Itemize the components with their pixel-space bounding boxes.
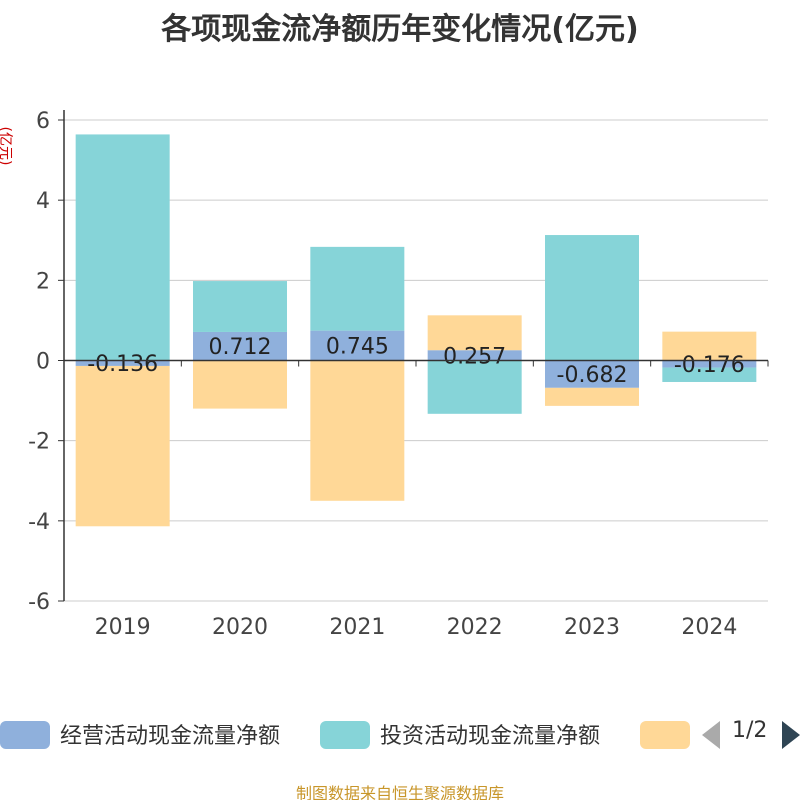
- source-note: 制图数据来自恒生聚源数据库: [295, 784, 504, 800]
- x-tick-label-2019: 2019: [95, 615, 151, 640]
- bar-series2-2021: [310, 360, 405, 501]
- x-tick-label-2021: 2021: [329, 615, 385, 640]
- y-tick-label: -4: [28, 510, 50, 535]
- x-tick-label-2024: 2024: [681, 615, 737, 640]
- data-label-2024: -0.176: [674, 353, 745, 378]
- data-label-2023: -0.682: [557, 363, 628, 388]
- chart-svg: 6 4 2 0 -2 -4 -6 -0.136 0.712 0.745 0.257 -0.682 -0.…: [28, 109, 769, 640]
- legend: 经营活动现金流量净额 投资活动现金流量净额 1/2: [0, 716, 800, 752]
- data-label-2021: 0.745: [326, 335, 389, 360]
- legend-swatch-investing[interactable]: [320, 721, 370, 749]
- legend-swatch-financing[interactable]: [640, 721, 690, 749]
- bar-series0-2021: [310, 330, 405, 361]
- bar-series0-2022: [427, 350, 522, 361]
- legend-page-indicator: 1/2: [732, 718, 768, 743]
- y-tick-label: -2: [28, 430, 50, 455]
- triangle-left-icon[interactable]: [702, 721, 720, 749]
- x-tick-label-2020: 2020: [212, 615, 268, 640]
- data-label-2020: 0.712: [209, 335, 272, 360]
- bar-series1-2023: [545, 235, 639, 361]
- x-tick-label-2023: 2023: [564, 615, 620, 640]
- y-tick-label: 2: [36, 269, 50, 294]
- bar-series2-2022: [427, 315, 522, 351]
- data-label-2019: -0.136: [87, 352, 158, 377]
- bar-series0-2024: [662, 360, 757, 368]
- bar-series2-2020: [193, 360, 287, 409]
- legend-label-investing[interactable]: 投资活动现金流量净额: [380, 724, 601, 749]
- bar-series2-2019: [75, 365, 170, 527]
- legend-label-operating[interactable]: 经营活动现金流量净额: [60, 724, 281, 749]
- triangle-right-icon[interactable]: [782, 721, 800, 749]
- x-tick-label-2022: 2022: [447, 615, 503, 640]
- bar-series2-2024: [662, 331, 757, 361]
- bar-series1-2020: [193, 281, 287, 332]
- y-tick-label: 4: [36, 189, 50, 214]
- y-tick-label: -6: [28, 590, 50, 615]
- bar-series1-2019: [75, 134, 170, 361]
- y-tick-label: 0: [36, 350, 50, 375]
- y-tick-label: 6: [36, 109, 50, 134]
- bar-series1-2022: [427, 360, 522, 414]
- legend-swatch-operating[interactable]: [0, 721, 50, 749]
- bar-series1-2021: [310, 246, 405, 331]
- bar-series0-2019: [75, 360, 170, 366]
- bar-series2-2023: [545, 387, 639, 406]
- bar-series1-2024: [662, 367, 757, 382]
- data-label-2022: 0.257: [443, 344, 506, 369]
- chart-title: 各项现金流净额历年变化情况(亿元): [161, 12, 639, 47]
- bar-series0-2020: [193, 331, 287, 361]
- bar-series0-2023: [545, 360, 639, 388]
